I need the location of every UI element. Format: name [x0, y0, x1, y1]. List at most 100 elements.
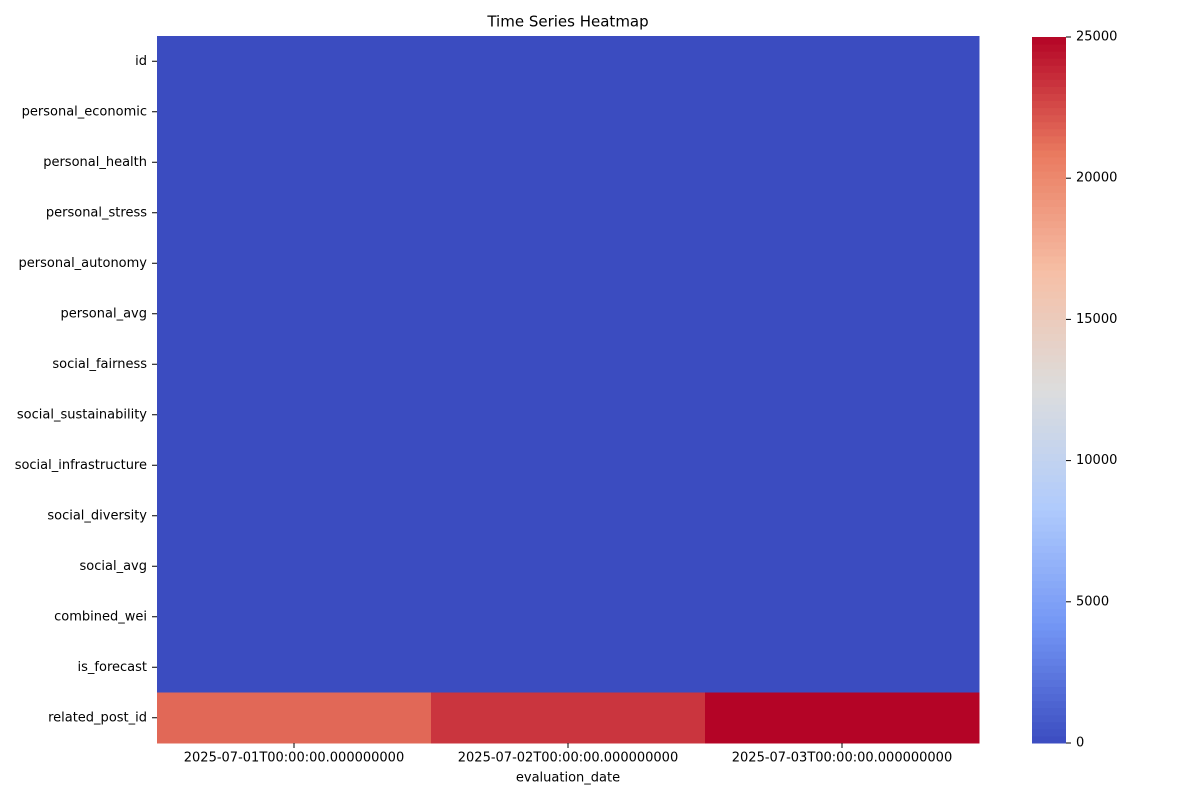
colorbar-segment	[1032, 728, 1066, 737]
colorbar-segment	[1032, 326, 1066, 335]
heatmap-cell	[157, 440, 432, 491]
colorbar-segment	[1032, 679, 1066, 688]
colorbar-segment	[1032, 425, 1066, 433]
colorbar-tick-label: 20000	[1076, 171, 1117, 186]
colorbar-segment	[1032, 686, 1066, 695]
heatmap-cell	[705, 86, 980, 138]
colorbar-segment	[1032, 319, 1066, 327]
heatmap-cell	[157, 137, 432, 188]
colorbar-segment	[1032, 368, 1066, 377]
heatmap-cell	[431, 86, 706, 138]
colorbar-segment	[1032, 481, 1066, 490]
colorbar-segment	[1032, 128, 1066, 137]
colorbar-segment	[1032, 411, 1066, 419]
heatmap-cell	[157, 339, 432, 390]
colorbar-segment	[1032, 234, 1066, 243]
heatmap-cell	[157, 642, 432, 693]
heatmap-cell	[157, 541, 432, 592]
colorbar-segment	[1032, 714, 1066, 723]
heatmap-cell	[705, 389, 980, 441]
x-axis-label: evaluation_date	[516, 771, 620, 786]
colorbar-segment	[1032, 220, 1066, 229]
colorbar-tick-label: 15000	[1076, 312, 1117, 327]
colorbar-segment	[1032, 262, 1066, 271]
colorbar-segment	[1032, 86, 1066, 94]
heatmap-cell	[431, 339, 706, 390]
colorbar-segment	[1032, 248, 1066, 257]
y-tick-label: id	[135, 54, 147, 69]
y-tick-label: social_avg	[80, 559, 147, 574]
colorbar-segment	[1032, 608, 1066, 617]
colorbar-segment	[1032, 460, 1066, 469]
colorbar-segment	[1032, 382, 1066, 391]
y-tick-label: combined_wei	[54, 609, 147, 624]
colorbar-segment	[1032, 277, 1066, 285]
heatmap-cell	[157, 490, 432, 542]
colorbar-segment	[1032, 269, 1066, 278]
heatmap-cell	[431, 440, 706, 491]
colorbar-segment	[1032, 149, 1066, 158]
heatmap-cell	[431, 541, 706, 592]
colorbar-segment	[1032, 517, 1066, 525]
colorbar-segment	[1032, 93, 1066, 102]
colorbar-segment	[1032, 206, 1066, 214]
heatmap-cell	[431, 187, 706, 239]
heatmap-cell	[705, 440, 980, 491]
colorbar-segment	[1032, 305, 1066, 313]
colorbar-segment	[1032, 495, 1066, 504]
colorbar-segment	[1032, 601, 1066, 610]
colorbar-segment	[1032, 44, 1066, 52]
colorbar-segment	[1032, 502, 1066, 511]
colorbar-segment	[1032, 418, 1066, 426]
colorbar-segment	[1032, 693, 1066, 702]
colorbar-segment	[1032, 735, 1066, 744]
heatmap-cell	[157, 288, 432, 340]
colorbar-segment	[1032, 446, 1066, 455]
colorbar-segment	[1032, 644, 1066, 652]
y-tick-label: personal_economic	[22, 104, 147, 119]
colorbar-segment	[1032, 453, 1066, 462]
colorbar-segment	[1032, 142, 1066, 151]
colorbar-segment	[1032, 157, 1066, 165]
colorbar-segment	[1032, 524, 1066, 532]
colorbar-segment	[1032, 390, 1066, 398]
heatmap-cell	[431, 137, 706, 188]
colorbar-segment	[1032, 58, 1066, 66]
colorbar-segment	[1032, 347, 1066, 356]
colorbar-segment	[1032, 707, 1066, 716]
heatmap-cell	[157, 591, 432, 643]
colorbar-segment	[1032, 375, 1066, 384]
colorbar-segment	[1032, 672, 1066, 680]
y-tick-label: personal_health	[43, 155, 147, 170]
colorbar-segment	[1032, 340, 1066, 349]
colorbar-segment	[1032, 114, 1066, 123]
heatmap-cell	[157, 187, 432, 239]
x-tick-label: 2025-07-01T00:00:00.000000000	[184, 751, 404, 766]
y-tick-label: social_sustainability	[17, 407, 147, 422]
heatmap-cell	[431, 389, 706, 441]
colorbar-segment	[1032, 404, 1066, 412]
heatmap-cell	[705, 288, 980, 340]
colorbar-segment	[1032, 107, 1066, 116]
colorbar-segment	[1032, 354, 1066, 363]
heatmap-cell	[157, 238, 432, 289]
x-tick-label: 2025-07-02T00:00:00.000000000	[458, 751, 678, 766]
heatmap-cell	[431, 692, 706, 744]
colorbar-segment	[1032, 615, 1066, 624]
colorbar-segment	[1032, 580, 1066, 589]
heatmap-cell	[705, 36, 980, 87]
colorbar-segment	[1032, 510, 1066, 518]
chart-title: Time Series Heatmap	[486, 13, 648, 31]
colorbar-segment	[1032, 79, 1066, 87]
colorbar-segment	[1032, 467, 1066, 476]
colorbar-segment	[1032, 587, 1066, 596]
y-tick-label: personal_autonomy	[19, 256, 148, 271]
colorbar-segment	[1032, 594, 1066, 603]
y-tick-label: personal_avg	[60, 306, 147, 321]
colorbar-segment	[1032, 135, 1066, 144]
colorbar-tick-label: 0	[1076, 736, 1084, 751]
y-tick-label: related_post_id	[48, 710, 147, 725]
heatmap-cell	[705, 137, 980, 188]
colorbar-segment	[1032, 255, 1066, 264]
colorbar-segment	[1032, 397, 1066, 405]
